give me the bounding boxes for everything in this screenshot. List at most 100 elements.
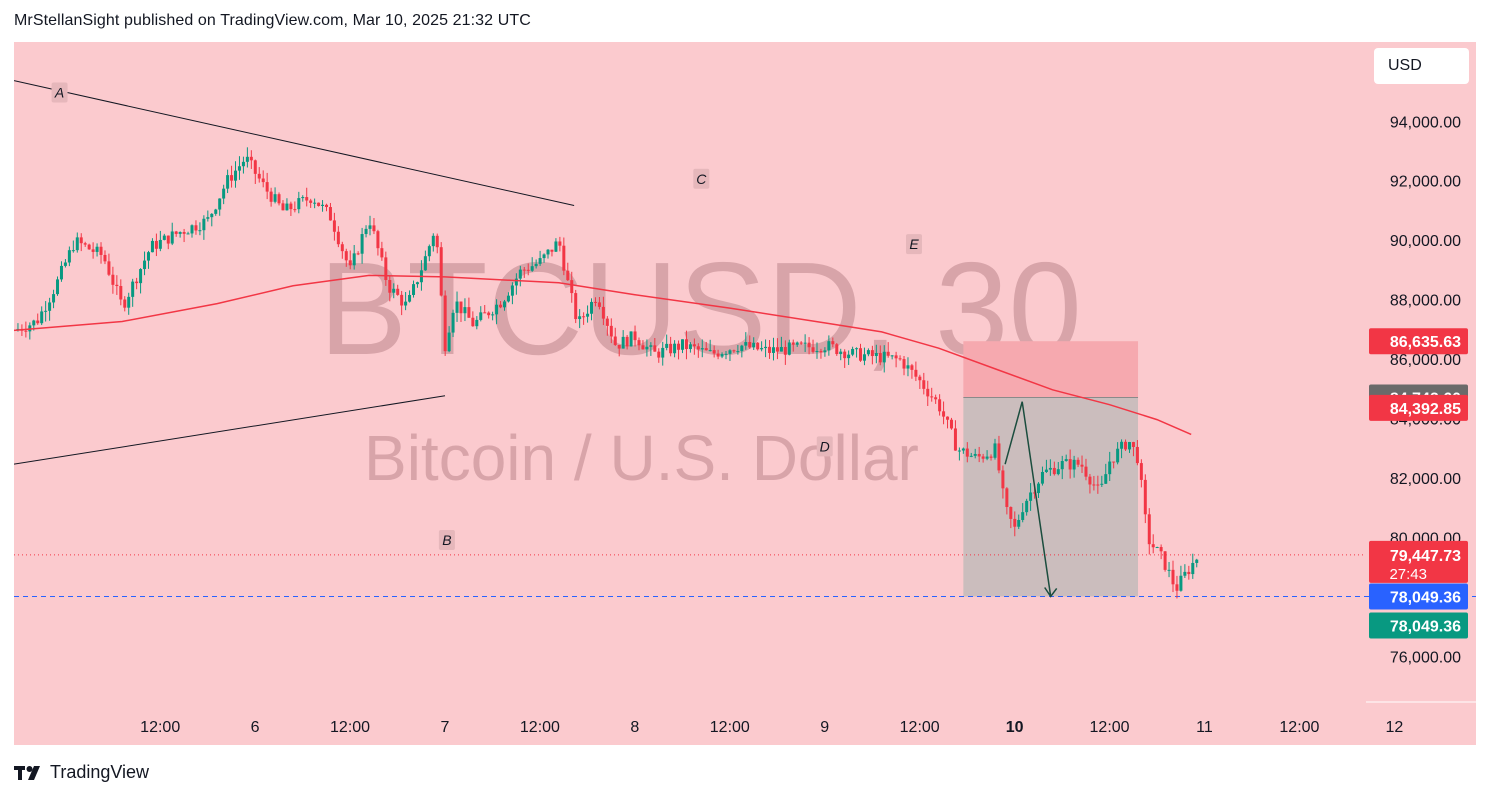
candle-body <box>787 342 791 355</box>
x-tick-label: 8 <box>630 719 639 736</box>
candle <box>1064 454 1068 462</box>
candle-body <box>67 250 71 263</box>
candle <box>926 380 930 407</box>
candle-body <box>230 175 234 181</box>
candle-body <box>1187 571 1191 575</box>
candle-body <box>249 156 253 161</box>
candle <box>787 339 791 356</box>
candle-body <box>210 213 214 218</box>
candle <box>1076 457 1080 468</box>
candle-body <box>301 197 305 199</box>
candle-body <box>162 235 166 240</box>
candle-body <box>135 281 139 284</box>
chart-area[interactable]: BTCUSD, 30 Bitcoin / U.S. Dollar 94,000.0… <box>14 42 1476 745</box>
candle-body <box>613 336 617 345</box>
x-tick-label: 11 <box>1196 719 1213 736</box>
candle-body <box>111 274 115 285</box>
candle-body <box>736 351 740 353</box>
candle <box>241 156 245 174</box>
currency-selector[interactable]: USD <box>1374 48 1469 84</box>
candle <box>538 250 542 266</box>
candle-body <box>981 456 985 459</box>
candle-body <box>186 233 190 235</box>
candle <box>1143 474 1147 524</box>
candle <box>103 250 107 265</box>
candle-body <box>803 342 807 344</box>
candle <box>969 452 973 458</box>
candle-body <box>851 348 855 355</box>
candle <box>819 348 823 359</box>
wave-label-bg <box>438 529 455 550</box>
candle <box>321 200 325 212</box>
candle-body <box>59 265 63 280</box>
candle <box>949 417 953 430</box>
candle <box>1167 561 1171 578</box>
candle <box>673 340 677 358</box>
candle-body <box>1175 584 1179 591</box>
candle <box>1171 560 1175 593</box>
candle <box>59 261 63 282</box>
candle-body <box>1124 441 1128 450</box>
candle-body <box>704 348 708 351</box>
candle-body <box>847 354 851 359</box>
candle <box>1159 544 1163 560</box>
candle <box>637 337 641 351</box>
candle <box>1037 482 1041 499</box>
candle-body <box>455 301 459 313</box>
candle <box>455 291 459 322</box>
candle-body <box>882 351 886 363</box>
candle <box>459 301 463 322</box>
candle <box>186 231 190 235</box>
candle <box>779 336 783 352</box>
candle <box>942 401 946 425</box>
wave-label-text: C <box>696 171 707 187</box>
candle <box>245 147 249 168</box>
candle-body <box>886 351 890 356</box>
candle <box>202 215 206 240</box>
candle-body <box>724 353 728 355</box>
candle <box>558 236 562 252</box>
candle <box>495 299 499 325</box>
candle-body <box>364 228 368 235</box>
candle-body <box>143 260 147 270</box>
candle-body <box>1084 466 1088 477</box>
candle <box>273 187 277 204</box>
candle <box>237 156 241 180</box>
candle <box>123 296 127 312</box>
candle <box>906 357 910 377</box>
candle <box>415 281 419 288</box>
candle <box>107 253 111 277</box>
candle-body <box>993 443 997 458</box>
candle <box>261 170 265 188</box>
candle <box>681 339 685 354</box>
candle-body <box>815 350 819 352</box>
candle-body <box>467 307 471 318</box>
candle <box>764 339 768 358</box>
price-label: 78,049.36 <box>1369 583 1468 610</box>
candle <box>554 238 558 253</box>
x-tick-label: 12:00 <box>520 719 560 736</box>
wave-label-a: A <box>51 82 68 103</box>
candle-body <box>506 295 510 302</box>
candle <box>340 241 344 259</box>
candle-body <box>554 241 558 252</box>
candle <box>799 341 803 345</box>
candle-body <box>1056 469 1060 475</box>
candle-body <box>965 448 969 457</box>
candle <box>752 337 756 350</box>
candle-body <box>756 342 760 350</box>
candle-body <box>558 241 562 246</box>
candle-body <box>637 340 641 346</box>
footer-brand[interactable]: TradingView <box>14 762 149 783</box>
candle-body <box>728 350 732 354</box>
candle-body <box>396 288 400 295</box>
candle <box>368 215 372 236</box>
candle-body <box>332 220 336 232</box>
candle <box>981 453 985 463</box>
price-label-bg <box>1369 328 1468 355</box>
candle <box>716 349 720 360</box>
candle-body <box>206 217 210 219</box>
price-label: 78,049.36 <box>1369 612 1468 639</box>
candle-body <box>1159 547 1163 552</box>
